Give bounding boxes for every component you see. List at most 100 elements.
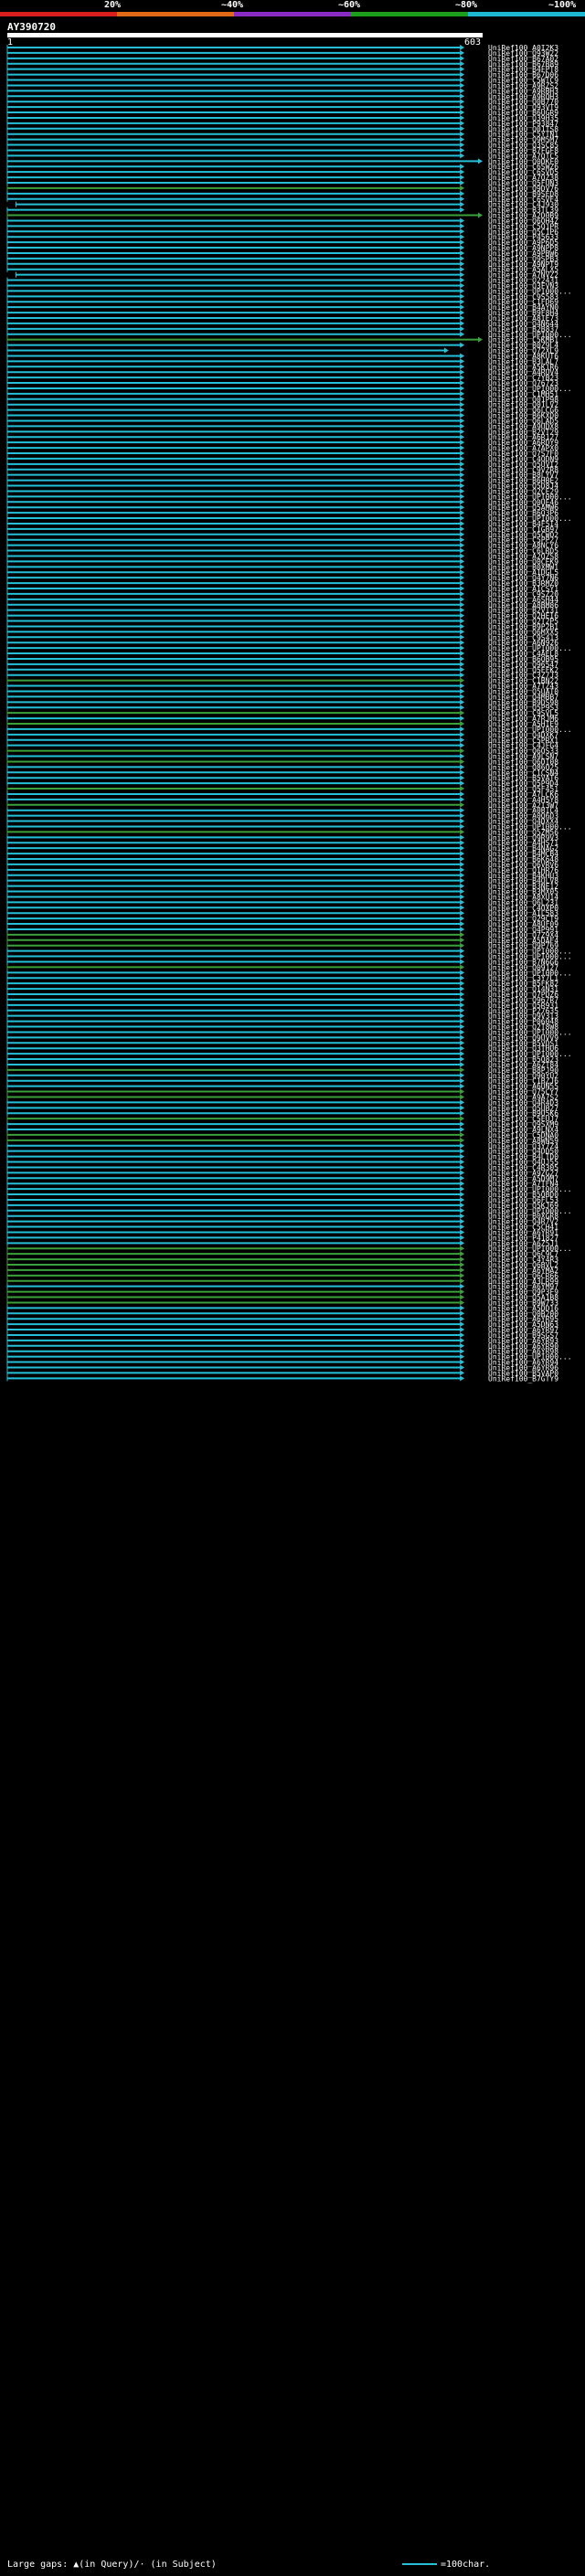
- hit-label[interactable]: UniRef100_B5VDS1: [488, 1039, 558, 1047]
- hit-label[interactable]: UniRef100_Q4N644: [488, 320, 558, 328]
- hit-label[interactable]: UniRef100_UPI000...: [488, 1185, 572, 1193]
- hit-label[interactable]: UniRef100_C4QXP0: [488, 904, 558, 912]
- hit-label[interactable]: UniRef100_Q9UVV9: [488, 1034, 558, 1042]
- hit-label[interactable]: UniRef100_Q6BVL2: [488, 1261, 558, 1269]
- hit-label[interactable]: UniRef100_A7QTC5: [488, 152, 558, 160]
- hit-label[interactable]: UniRef100_Q72XL9: [488, 347, 558, 355]
- hit-label[interactable]: UniRef100_UPI000...: [488, 385, 572, 393]
- hit-label[interactable]: UniRef100_UPI000...: [488, 948, 572, 956]
- hit-label[interactable]: UniRef100_B6K648: [488, 855, 558, 864]
- hit-label[interactable]: UniRef100_C5PRX1: [488, 737, 558, 745]
- hit-label[interactable]: UniRef100_A5ALX5: [488, 266, 558, 274]
- hit-label[interactable]: UniRef100_A6ZT84: [488, 1061, 558, 1069]
- hit-label[interactable]: UniRef100_UPI000...: [488, 1028, 572, 1036]
- hit-label[interactable]: UniRef100_Q4R7V2: [488, 1218, 558, 1226]
- hit-label[interactable]: UniRef100_Q14N31: [488, 985, 558, 993]
- hit-label[interactable]: UniRef100_C9VZR8: [488, 466, 558, 474]
- hit-label[interactable]: UniRef100_Q93VT9: [488, 103, 558, 111]
- hit-label[interactable]: UniRef100_A0BIC4: [488, 807, 558, 815]
- hit-label[interactable]: UniRef100_B4KHU3: [488, 872, 558, 880]
- hit-label[interactable]: UniRef100_Q9M5M7: [488, 136, 558, 144]
- hit-label[interactable]: UniRef100_B0XGR8: [488, 1213, 558, 1221]
- hit-label[interactable]: UniRef100_C4J930: [488, 201, 558, 209]
- hit-label[interactable]: UniRef100_A1DGL5: [488, 568, 558, 577]
- hit-label[interactable]: UniRef100_A9ZG27: [488, 1169, 558, 1177]
- hit-label[interactable]: UniRef100_B0XMW1: [488, 563, 558, 571]
- hit-label[interactable]: UniRef100_C5CH41: [488, 1224, 558, 1232]
- hit-label[interactable]: UniRef100_A6YR96: [488, 1363, 558, 1372]
- hit-label[interactable]: UniRef100_B5VAT6: [488, 774, 558, 782]
- hit-label[interactable]: UniRef100_C3Z7J3: [488, 672, 558, 680]
- hit-label[interactable]: UniRef100_B8LYV7: [488, 472, 558, 480]
- hit-label[interactable]: UniRef100_B67B89: [488, 60, 558, 69]
- hit-label[interactable]: UniRef100_Q5F451: [488, 785, 558, 793]
- hit-label[interactable]: UniRef100_Q5CWQ2: [488, 531, 558, 539]
- hit-label[interactable]: UniRef100_A8KUT6: [488, 352, 558, 360]
- hit-label[interactable]: UniRef100_C7YB23: [488, 374, 558, 382]
- hit-label[interactable]: UniRef100_A6YR94: [488, 1359, 558, 1367]
- hit-label[interactable]: UniRef100_A8UF09: [488, 920, 558, 928]
- hit-label[interactable]: UniRef100_B5FK82: [488, 980, 558, 988]
- hit-label[interactable]: UniRef100_UPI000...: [488, 644, 572, 652]
- hit-label[interactable]: UniRef100_Q86Q25: [488, 763, 558, 771]
- hit-label[interactable]: UniRef100_Q9V313: [488, 1012, 558, 1021]
- hit-label[interactable]: UniRef100_C9S583: [488, 292, 558, 301]
- hit-label[interactable]: UniRef100_A6YR91: [488, 1228, 558, 1236]
- hit-label[interactable]: UniRef100_C6SVD5: [488, 168, 558, 176]
- hit-label[interactable]: UniRef100_UPI000...: [488, 822, 572, 831]
- hit-label[interactable]: UniRef100_A9NPP8: [488, 244, 558, 252]
- hit-label[interactable]: UniRef100_A2D0B9: [488, 212, 558, 220]
- hit-label[interactable]: UniRef100_C1FD69: [488, 298, 558, 306]
- hit-label[interactable]: UniRef100_A9NPT9: [488, 260, 558, 269]
- hit-label[interactable]: UniRef100_A6N926: [488, 639, 558, 647]
- hit-label[interactable]: UniRef100_Q6C9C7: [488, 1250, 558, 1258]
- hit-label[interactable]: UniRef100_Q90YU2: [488, 1072, 558, 1080]
- hit-label[interactable]: UniRef100_UPI000...: [488, 1207, 572, 1215]
- hit-label[interactable]: UniRef100_C5Q1PR: [488, 222, 558, 230]
- hit-label[interactable]: UniRef100_A9RBH3: [488, 87, 558, 95]
- hit-label[interactable]: UniRef100_Q967R7: [488, 996, 558, 1004]
- hit-label[interactable]: UniRef100_A9LSN7: [488, 753, 558, 761]
- hit-label[interactable]: UniRef100_Q2T2P5: [488, 618, 558, 626]
- hit-label[interactable]: UniRef100_B67D06: [488, 71, 558, 80]
- hit-label[interactable]: UniRef100_Q6FL53: [488, 1196, 558, 1204]
- hit-label[interactable]: UniRef100_C6SWZ6: [488, 163, 558, 171]
- hit-label[interactable]: UniRef100_A7LCK6: [488, 790, 558, 799]
- hit-label[interactable]: UniRef100_Q0B200: [488, 1309, 558, 1318]
- hit-label[interactable]: UniRef100_B9U5K6: [488, 1109, 558, 1118]
- hit-label[interactable]: UniRef100_Q9R9V3: [488, 833, 558, 842]
- hit-label[interactable]: UniRef100_C5DNA0: [488, 1131, 558, 1140]
- hit-label[interactable]: UniRef100_Q4P991: [488, 926, 558, 934]
- hit-label[interactable]: UniRef100_Q4DXK7: [488, 731, 558, 739]
- hit-label[interactable]: UniRef100_A8XU14: [488, 893, 558, 901]
- hit-label[interactable]: UniRef100_Q4UJ55: [488, 1159, 558, 1167]
- hit-label[interactable]: UniRef100_C1GB97: [488, 525, 558, 534]
- hit-label[interactable]: UniRef100_C1BZJ6: [488, 1077, 558, 1086]
- hit-label[interactable]: UniRef100_A9UDX8: [488, 422, 558, 430]
- hit-label[interactable]: UniRef100_P41827: [488, 1234, 558, 1242]
- hit-label[interactable]: UniRef100_Q6LAD5: [488, 417, 558, 425]
- hit-label[interactable]: UniRef100_B9DS98: [488, 698, 558, 706]
- hit-label[interactable]: UniRef100_B9F8H4: [488, 309, 558, 317]
- hit-label[interactable]: UniRef100_B4MCB4: [488, 850, 558, 858]
- hit-label[interactable]: UniRef100_Q5A1B8: [488, 1294, 558, 1302]
- hit-label[interactable]: UniRef100_A8NCY6: [488, 542, 558, 550]
- hit-label[interactable]: UniRef100_B4FPT8: [488, 66, 558, 74]
- hit-label[interactable]: UniRef100_C4Y4R3: [488, 1256, 558, 1264]
- hit-label[interactable]: UniRef100_A5DN63: [488, 1320, 558, 1329]
- hit-label[interactable]: UniRef100_Q5KJ69: [488, 1202, 558, 1210]
- hit-label[interactable]: UniRef100_Q1HR76: [488, 866, 558, 875]
- hit-label[interactable]: UniRef100_A2QZS8: [488, 552, 558, 560]
- hit-label[interactable]: UniRef100_B9W733: [488, 1299, 558, 1307]
- hit-label[interactable]: UniRef100_Q5FUN3: [488, 179, 558, 187]
- hit-label[interactable]: UniRef100_UPI000...: [488, 1050, 572, 1058]
- hit-label[interactable]: UniRef100_Q2CE29: [488, 487, 558, 495]
- hit-label[interactable]: UniRef100_UPI000...: [488, 1245, 572, 1253]
- hit-label[interactable]: UniRef100_Q39H35: [488, 114, 558, 122]
- hit-label[interactable]: UniRef100_C5YTN1: [488, 131, 558, 139]
- hit-label[interactable]: UniRef100_UPI000...: [488, 1353, 572, 1362]
- hit-label[interactable]: UniRef100_Q0UE46: [488, 498, 558, 506]
- hit-label[interactable]: UniRef100_C9S413: [488, 633, 558, 641]
- hit-label[interactable]: UniRef100_C4AEL8: [488, 650, 558, 658]
- hit-label[interactable]: UniRef100_B4LTD0: [488, 1153, 558, 1161]
